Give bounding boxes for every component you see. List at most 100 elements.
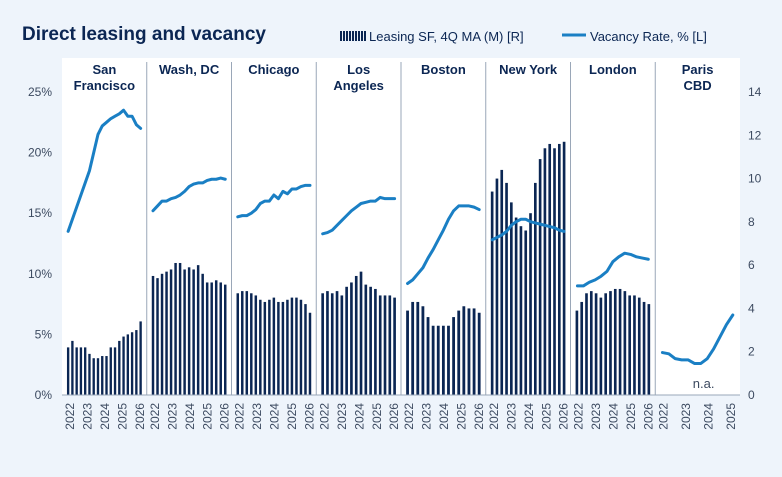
leasing-bar bbox=[585, 293, 588, 395]
vacancy-line bbox=[66, 108, 143, 233]
leasing-bar bbox=[326, 291, 329, 395]
leasing-bar bbox=[151, 275, 155, 395]
x-tick-label: 2023 bbox=[165, 403, 179, 430]
x-tick-label: 2025 bbox=[116, 403, 130, 430]
x-tick-label: 2022 bbox=[148, 403, 162, 430]
leasing-bar bbox=[359, 271, 363, 395]
vacancy-line bbox=[490, 217, 566, 242]
leasing-bar bbox=[84, 347, 87, 395]
leasing-bar bbox=[510, 202, 513, 395]
legend-bar-stripe bbox=[358, 31, 360, 41]
x-tick-label: 2022 bbox=[656, 403, 670, 430]
leasing-bar bbox=[441, 325, 445, 395]
leasing-bar bbox=[135, 330, 138, 395]
x-tick-label: 2026 bbox=[557, 403, 571, 430]
leasing-bar bbox=[290, 297, 294, 395]
left-axis-tick-label: 10% bbox=[28, 267, 52, 281]
legend: Leasing SF, 4Q MA (M) [R] Vacancy Rate, %… bbox=[340, 29, 707, 44]
leasing-bar bbox=[156, 278, 159, 395]
market-label: San Francisco bbox=[74, 62, 135, 93]
panel-los-angeles: Los Angeles 2022 2023 2024 2025 2026 bbox=[315, 62, 401, 430]
leasing-bar bbox=[196, 265, 200, 395]
x-tick-label: 2023 bbox=[335, 403, 349, 430]
panel-chicago: Chicago 2022 2023 2024 2025 2026 bbox=[231, 62, 316, 430]
right-axis: 0 2 4 6 8 10 12 14 bbox=[748, 85, 762, 402]
x-tick-label: 2025 bbox=[624, 403, 638, 430]
market-label: Chicago bbox=[248, 62, 299, 77]
legend-bar-label: Leasing SF, 4Q MA (M) [R] bbox=[369, 29, 524, 44]
left-axis-tick-label: 15% bbox=[28, 206, 52, 220]
leasing-bar bbox=[609, 291, 612, 395]
x-tick-label: 2023 bbox=[420, 403, 434, 430]
right-axis-tick-label: 4 bbox=[748, 301, 755, 315]
leasing-bar bbox=[472, 308, 476, 395]
legend-bar-stripe bbox=[364, 31, 366, 41]
leasing-bar bbox=[495, 178, 499, 395]
leasing-bar bbox=[505, 182, 508, 395]
x-tick-label: 2024 bbox=[607, 403, 621, 430]
x-tick-label: 2024 bbox=[437, 403, 451, 430]
leasing-bar bbox=[286, 299, 289, 395]
leasing-bar bbox=[183, 269, 186, 395]
leasing-bar bbox=[633, 295, 636, 395]
leasing-bar bbox=[236, 293, 239, 395]
leasing-bar bbox=[575, 310, 579, 395]
vacancy-line bbox=[236, 183, 312, 219]
leasing-bar bbox=[467, 308, 471, 395]
market-label-line: Chicago bbox=[248, 62, 299, 77]
leasing-bar bbox=[447, 325, 450, 395]
leasing-bar bbox=[543, 148, 547, 395]
leasing-bar bbox=[250, 293, 253, 395]
panel-boston: Boston 2022 2023 2024 2025 2026 bbox=[400, 62, 486, 430]
panel-london: London 2022 2023 2024 2025 2026 bbox=[570, 62, 655, 430]
leasing-bar bbox=[406, 310, 409, 395]
leasing-bar bbox=[130, 332, 134, 395]
leasing-bar bbox=[452, 317, 456, 395]
leasing-bar bbox=[421, 306, 425, 395]
legend-line-label: Vacancy Rate, % [L] bbox=[590, 29, 707, 44]
panel-paris-cbd: Paris CBD n.a. 2022 2023 2024 2025 bbox=[654, 62, 738, 430]
leasing-bar bbox=[304, 304, 307, 395]
na-note: n.a. bbox=[693, 376, 715, 391]
leasing-bar bbox=[187, 267, 191, 395]
leasing-bar bbox=[364, 284, 368, 395]
legend-bar-stripe bbox=[352, 31, 354, 41]
right-axis-tick-label: 8 bbox=[748, 215, 755, 229]
x-tick-label: 2024 bbox=[98, 403, 112, 430]
leasing-bar bbox=[263, 301, 267, 395]
leasing-bar bbox=[599, 297, 603, 395]
leasing-bar bbox=[374, 288, 377, 395]
leasing-bar bbox=[534, 182, 537, 395]
x-tick-label: 2025 bbox=[370, 403, 384, 430]
x-tick-label: 2023 bbox=[250, 403, 264, 430]
legend-bar-stripe bbox=[343, 31, 345, 41]
legend-bar-stripe bbox=[349, 31, 351, 41]
x-tick-label: 2022 bbox=[402, 403, 416, 430]
leasing-bar bbox=[169, 269, 173, 395]
leasing-bar bbox=[393, 297, 396, 395]
vacancy-line bbox=[151, 176, 227, 213]
leasing-bar bbox=[388, 295, 392, 395]
x-tick-label: 2023 bbox=[81, 403, 95, 430]
leasing-bar bbox=[245, 291, 249, 395]
market-label-line: Francisco bbox=[74, 78, 135, 93]
leasing-bar bbox=[118, 340, 121, 395]
right-axis-tick-label: 12 bbox=[748, 128, 762, 142]
market-label: New York bbox=[499, 62, 558, 77]
leasing-bar bbox=[295, 297, 298, 395]
leasing-bar bbox=[580, 301, 584, 395]
panel-san-francisco: San Francisco 2022 2023 2024 2025 2026 bbox=[63, 62, 147, 430]
x-tick-label: 2026 bbox=[387, 403, 401, 430]
left-axis: 0% 5% 10% 15% 20% 25% bbox=[28, 85, 52, 402]
x-tick-label: 2023 bbox=[589, 403, 603, 430]
vacancy-line bbox=[575, 251, 650, 288]
left-axis-tick-label: 5% bbox=[35, 327, 53, 341]
leasing-bar bbox=[241, 291, 244, 395]
leasing-bar bbox=[514, 217, 518, 395]
leasing-bar bbox=[477, 312, 481, 395]
x-tick-label: 2025 bbox=[285, 403, 299, 430]
right-axis-tick-label: 10 bbox=[748, 172, 762, 186]
leasing-bar bbox=[383, 295, 387, 395]
leasing-bar bbox=[281, 301, 285, 395]
market-label-line: New York bbox=[499, 62, 558, 77]
